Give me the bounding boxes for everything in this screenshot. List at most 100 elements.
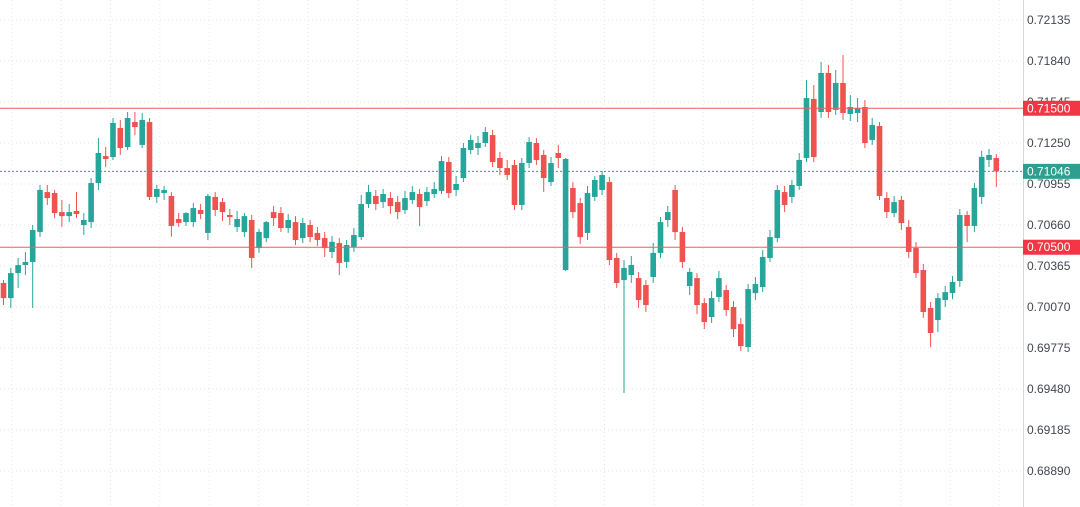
candle-up [526, 137, 532, 169]
candle-body [81, 219, 87, 225]
candle-body [95, 153, 102, 184]
candle-body [811, 98, 817, 158]
candle-up [475, 136, 481, 155]
candle-body [124, 117, 131, 148]
candle-body [891, 202, 897, 214]
candle-body [971, 188, 978, 226]
candle-up [95, 137, 102, 190]
candle-down [278, 207, 284, 232]
candle-body [789, 184, 795, 197]
candle-body [511, 164, 518, 205]
candle-body [467, 139, 474, 150]
candle-body [88, 183, 94, 223]
candle-body [37, 189, 43, 232]
candle-up [8, 267, 14, 308]
candle-body [314, 232, 321, 241]
candle-body [869, 124, 875, 140]
candle-body [0, 282, 7, 299]
price-axis[interactable]: 0.721350.718400.715450.712500.709550.706… [1023, 0, 1080, 507]
candle-down [504, 159, 510, 180]
candle-up [665, 205, 671, 227]
candle-down [723, 285, 729, 317]
candle-body [657, 222, 664, 253]
candle-body [29, 230, 36, 262]
candle-down [913, 242, 919, 279]
candle-down [993, 153, 1000, 188]
candle-up [300, 218, 306, 244]
candle-body [424, 192, 430, 202]
candle-down [117, 119, 124, 155]
price-tick-label: 0.69480 [1027, 382, 1071, 396]
candle-body [59, 212, 65, 217]
candle-down [635, 271, 642, 308]
candle-down [840, 55, 846, 120]
candle-up [110, 117, 116, 160]
candle-body [409, 192, 416, 200]
candle-down [248, 214, 255, 268]
grid [0, 0, 1023, 507]
candle-body [183, 213, 189, 223]
candle-up [358, 194, 364, 241]
candle-down [825, 65, 832, 118]
candle-up [869, 117, 875, 145]
candle-body [650, 252, 656, 277]
price-tick-label: 0.71250 [1027, 136, 1071, 150]
candle-down [132, 112, 138, 136]
candle-up [402, 190, 408, 215]
candle-down [920, 263, 927, 318]
candle-down [0, 280, 7, 306]
candle-body [44, 192, 51, 199]
candle-body [555, 153, 562, 159]
candle-up [453, 175, 459, 196]
candle-body [723, 290, 729, 311]
candle-body [562, 158, 569, 271]
candle-body [154, 189, 160, 197]
candle-body [416, 194, 423, 208]
candle-up [686, 267, 693, 296]
candle-up [796, 153, 802, 190]
candle-body [73, 210, 80, 215]
candle-body [942, 292, 948, 301]
candle-body [832, 82, 839, 110]
candle-up [891, 195, 897, 218]
candle-body [212, 196, 218, 210]
candle-body [935, 298, 941, 321]
candle-body [606, 182, 613, 261]
candle-down [146, 117, 153, 200]
candle-down [314, 226, 321, 246]
candle-up [22, 251, 29, 276]
candle-body [577, 203, 583, 238]
price-tick-label: 0.70070 [1027, 300, 1071, 314]
candle-body [905, 226, 912, 252]
price-tick-label: 0.70955 [1027, 177, 1071, 191]
candle-body [241, 216, 248, 232]
candle-body [285, 219, 291, 229]
candle-body [453, 184, 459, 190]
candle-down [73, 192, 80, 219]
candle-body [701, 303, 708, 323]
candle-body [898, 199, 905, 224]
candle-down [416, 189, 423, 226]
candle-body [613, 257, 620, 283]
candle-down [613, 252, 620, 288]
candle-body [227, 214, 233, 218]
candle-body [504, 168, 510, 175]
candle-up [190, 203, 197, 227]
candle-body [540, 154, 547, 179]
candle-down [540, 149, 547, 192]
candle-up [66, 204, 72, 223]
candle-up [343, 240, 350, 268]
candle-up [650, 242, 656, 283]
candle-body [686, 271, 693, 287]
candle-up [803, 80, 810, 163]
candle-up [745, 284, 751, 353]
candle-up [37, 184, 43, 237]
price-tick-label: 0.72135 [1027, 13, 1071, 27]
candle-body [708, 298, 715, 318]
candle-body [402, 198, 408, 211]
candle-down [555, 144, 562, 169]
candle-body [132, 122, 138, 128]
candle-up [716, 271, 722, 302]
